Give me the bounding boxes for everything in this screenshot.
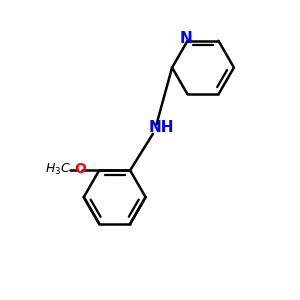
Text: $H_3C$: $H_3C$ xyxy=(45,162,71,177)
Text: O: O xyxy=(75,163,87,176)
Text: N: N xyxy=(180,31,192,46)
Text: NH: NH xyxy=(149,120,175,135)
